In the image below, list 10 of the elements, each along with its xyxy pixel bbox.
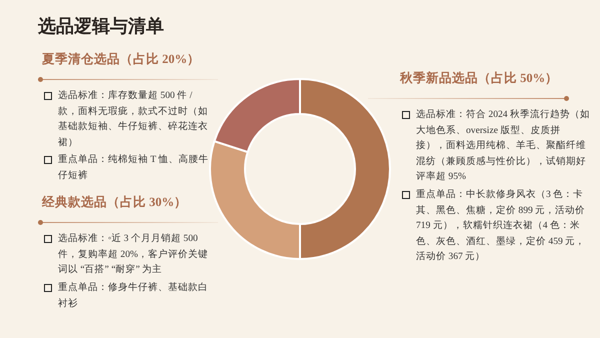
slice-label: 秋季新品选品（占比 50%）: [400, 70, 558, 87]
text: 重点单品：修身牛仔裤、基础款白衬衫: [58, 282, 208, 308]
slice-label: 经典款选品（占比 30%）: [42, 194, 188, 211]
text: 选品标准：符合 2024 秋季流行趋势（如大地色系、oversize 版型、皮质拼接），面料选用纯棉、羊毛、聚酯纤维混纺（兼顾质感与性价比），试销期好评率超 95%: [416, 109, 590, 182]
slice-label: 夏季清仓选品（占比 20%）: [42, 51, 200, 68]
chart-title: 选品逻辑与清单: [38, 15, 164, 38]
text: 重点单品：纯棉短袖 T 恤、高腰牛仔短裤: [58, 154, 208, 180]
text: 选品标准：◦近 3 个月月销超 500 件，复购率超 20%，客户评价关键词以 “百搭” “耐穿” 为主: [58, 233, 208, 275]
text: 重点单品：中长款修身风衣（3 色：卡其、黑色、焦糖，定价 899 元，活动价 719 元），软糯针织连衣裙（4 色：米色、灰色、酒红、墨绿，定价 459 元，活动价 367 元）: [416, 189, 586, 262]
text: 选品标准：库存数量超 500 件 / 款，面料无瑕疵，款式不过时（如基础款短袖、牛仔短裤、碎花连衣裙）: [58, 90, 208, 148]
